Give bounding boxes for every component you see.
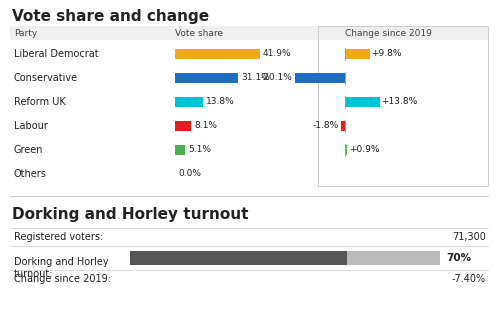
Text: +13.8%: +13.8%: [382, 98, 418, 107]
Bar: [345, 97, 380, 107]
Bar: [345, 49, 370, 59]
Bar: [175, 49, 260, 59]
Text: Change since 2019:: Change since 2019:: [14, 274, 111, 284]
Text: 8.1%: 8.1%: [194, 122, 218, 131]
Text: 31.1%: 31.1%: [241, 74, 270, 83]
Text: Labour: Labour: [14, 121, 48, 131]
Text: Conservative: Conservative: [14, 73, 78, 83]
Bar: [175, 145, 186, 155]
Text: 70%: 70%: [446, 253, 471, 263]
Bar: [295, 73, 345, 83]
Bar: [318, 26, 488, 186]
Bar: [130, 251, 440, 265]
Bar: [175, 97, 203, 107]
Text: Party: Party: [14, 29, 37, 38]
Bar: [130, 251, 347, 265]
Text: Registered voters:: Registered voters:: [14, 232, 104, 242]
Text: Others: Others: [14, 169, 47, 179]
Text: -7.40%: -7.40%: [452, 274, 486, 284]
Text: Vote share and change: Vote share and change: [12, 9, 209, 24]
Text: Liberal Democrat: Liberal Democrat: [14, 49, 98, 59]
Text: 13.8%: 13.8%: [206, 98, 234, 107]
Text: Vote share: Vote share: [175, 29, 223, 38]
Text: +9.8%: +9.8%: [372, 50, 402, 59]
Text: Green: Green: [14, 145, 44, 155]
Text: Change since 2019: Change since 2019: [344, 29, 432, 38]
Bar: [318, 26, 488, 40]
Text: 5.1%: 5.1%: [188, 146, 212, 155]
Bar: [345, 145, 347, 155]
Text: -20.1%: -20.1%: [261, 74, 293, 83]
Text: Dorking and Horley turnout: Dorking and Horley turnout: [12, 206, 248, 221]
Text: 71,300: 71,300: [452, 232, 486, 242]
Bar: [10, 26, 488, 40]
Text: 0.0%: 0.0%: [178, 169, 201, 178]
Bar: [175, 121, 192, 131]
Text: Reform UK: Reform UK: [14, 97, 66, 107]
Text: -1.8%: -1.8%: [312, 122, 338, 131]
Text: +0.9%: +0.9%: [349, 146, 380, 155]
Text: Dorking and Horley
turnout:: Dorking and Horley turnout:: [14, 257, 108, 279]
Text: 41.9%: 41.9%: [263, 50, 292, 59]
Bar: [340, 121, 345, 131]
Bar: [175, 73, 238, 83]
